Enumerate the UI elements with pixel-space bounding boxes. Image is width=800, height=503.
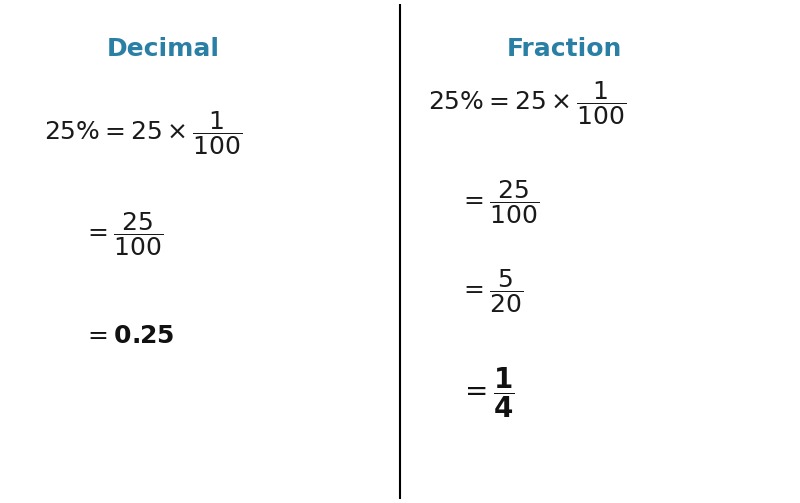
Text: $= \mathbf{\dfrac{1}{4}}$: $= \mathbf{\dfrac{1}{4}}$ <box>459 365 514 420</box>
Text: $= \dfrac{25}{100}$: $= \dfrac{25}{100}$ <box>83 210 164 258</box>
Text: Decimal: Decimal <box>107 37 220 61</box>
Text: $= \mathbf{0.25}$: $= \mathbf{0.25}$ <box>83 323 175 348</box>
Text: Fraction: Fraction <box>507 37 622 61</box>
Text: $25\% = 25 \times \dfrac{1}{100}$: $25\% = 25 \times \dfrac{1}{100}$ <box>428 79 626 127</box>
Text: $= \dfrac{5}{20}$: $= \dfrac{5}{20}$ <box>459 267 524 315</box>
Text: $25\% = 25 \times \dfrac{1}{100}$: $25\% = 25 \times \dfrac{1}{100}$ <box>44 109 242 157</box>
Text: $= \dfrac{25}{100}$: $= \dfrac{25}{100}$ <box>459 178 540 226</box>
